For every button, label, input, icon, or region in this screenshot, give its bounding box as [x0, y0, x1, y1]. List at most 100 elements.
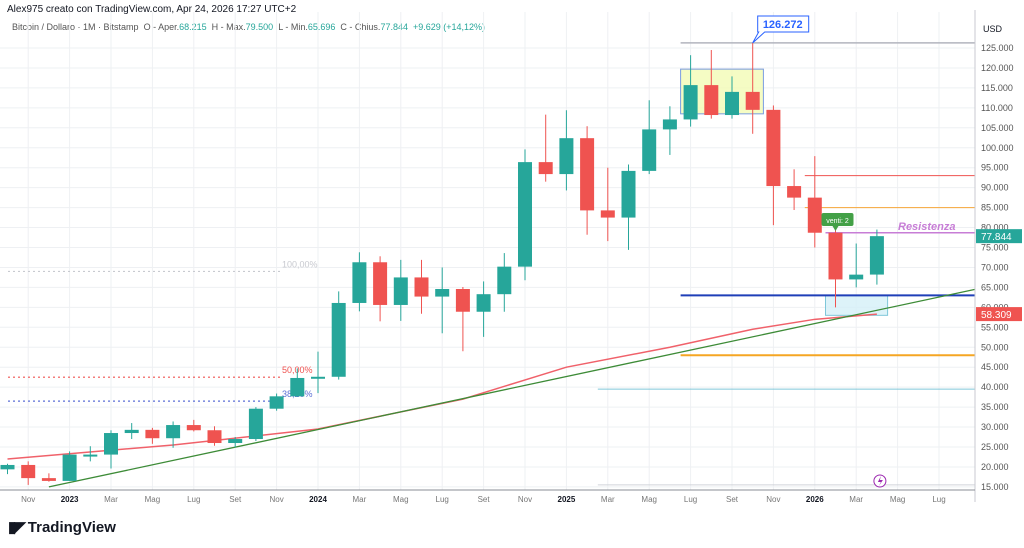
y-tick-label: 100.000 — [981, 143, 1014, 153]
x-tick-label: Mag — [890, 495, 906, 504]
candle-body — [559, 138, 574, 175]
fib-label: 100,00% — [282, 259, 318, 269]
x-tick-label: 2026 — [806, 495, 824, 504]
candle-body — [455, 288, 470, 312]
currency-label: USD — [983, 24, 1003, 34]
y-tick-label: 55.000 — [981, 322, 1009, 332]
box-support-zone — [825, 294, 889, 316]
resistance-label: Resistenza — [898, 221, 955, 233]
candle-body — [683, 85, 698, 120]
tradingview-logo-icon: ▮◤ — [8, 519, 26, 536]
y-tick-label: 105.000 — [981, 123, 1014, 133]
candle-body — [62, 454, 77, 481]
candle-body — [290, 377, 305, 397]
lightning-icon — [877, 476, 883, 486]
signal-badge — [821, 213, 854, 226]
x-tick-label: Set — [229, 495, 242, 504]
fibonacci-levels: 100,00%50,00%38,20% — [8, 259, 318, 402]
y-tick-label: 95.000 — [981, 163, 1009, 173]
horizontal-levels — [597, 42, 975, 486]
high-label: H - Max. — [211, 22, 246, 32]
candle-body — [104, 433, 118, 455]
candle-body — [186, 425, 201, 431]
x-tick-label: Lug — [932, 495, 945, 504]
candle-body — [497, 266, 512, 295]
ma-price-label: 58.309 — [981, 310, 1012, 321]
candle-body — [600, 210, 615, 218]
x-tick-label: Nov — [21, 495, 35, 504]
candle-body — [393, 277, 408, 305]
candle-body — [807, 197, 822, 233]
x-tick-label: Nov — [518, 495, 532, 504]
y-tick-label: 30.000 — [981, 422, 1009, 432]
ath-label: 126.272 — [763, 19, 803, 31]
y-tick-label: 35.000 — [981, 402, 1009, 412]
x-tick-label: Set — [478, 495, 491, 504]
x-tick-label: Lug — [187, 495, 200, 504]
candle-body — [869, 236, 884, 275]
candle-body — [538, 162, 553, 175]
annotations: 126.272 Resistenza venti: 2 77.844 58.309 — [752, 15, 1022, 488]
candle-body — [435, 288, 450, 297]
close-label: C - Chius. — [340, 22, 381, 32]
candles — [0, 42, 884, 485]
x-tick-label: Lug — [436, 495, 449, 504]
candle-body — [352, 262, 367, 303]
candle-body — [828, 232, 843, 280]
last-price-tag — [976, 229, 1022, 244]
ath-callout — [752, 15, 810, 44]
candle-body — [83, 454, 98, 457]
candle-body — [228, 439, 243, 444]
candle-body — [414, 277, 429, 297]
last-price-label: 77.844 — [981, 232, 1012, 243]
trendline — [48, 288, 976, 488]
candle-body — [849, 274, 864, 280]
grid — [0, 12, 975, 490]
y-tick-label: 70.000 — [981, 262, 1009, 272]
low-value: 65.696 — [307, 22, 336, 32]
high-value: 79.500 — [245, 22, 274, 32]
y-tick-label: 20.000 — [981, 462, 1009, 472]
close-value: 77.844 — [380, 22, 408, 32]
candle-body — [642, 129, 657, 171]
candle-body — [725, 91, 739, 116]
y-tick-label: 85.000 — [981, 203, 1009, 213]
x-tick-label: 2023 — [61, 495, 79, 504]
attribution: Alex975 creato con TradingView.com, Apr … — [7, 4, 297, 15]
signal-label: venti: 2 — [826, 218, 849, 225]
y-tick-label: 25.000 — [981, 442, 1009, 452]
change-value: +9.629 (+14,12%) — [412, 22, 486, 32]
candle-body — [766, 109, 781, 187]
candle-body — [248, 408, 263, 440]
x-tick-label: Mag — [393, 495, 409, 504]
rectangles — [680, 68, 889, 316]
ma-price-tag — [976, 307, 1022, 322]
y-tick-label: 90.000 — [981, 183, 1009, 193]
candle-body — [21, 464, 36, 479]
time-axis: Nov 2023 Mar Mag Lug Set Nov 2024 Mar Mag Lug Set No… — [0, 489, 975, 504]
y-tick-label: 45.000 — [981, 362, 1009, 372]
low-label: L - Min. — [278, 22, 308, 32]
candle-body — [145, 429, 160, 439]
x-tick-label: 2025 — [558, 495, 576, 504]
x-tick-label: Lug — [684, 495, 697, 504]
x-tick-label: Mar — [104, 495, 118, 504]
y-tick-label: 65.000 — [981, 282, 1009, 292]
price-axis: USD 15.000 20.000 25.000 30.000 35.000 40.000 4… — [974, 10, 1014, 502]
candle-body — [476, 294, 491, 312]
y-tick-label: 15.000 — [981, 482, 1009, 492]
candle-body — [518, 162, 532, 267]
x-tick-label: Mag — [641, 495, 657, 504]
y-tick-label: 75.000 — [981, 243, 1009, 253]
tradingview-logo[interactable]: ▮◤ TradingView — [8, 518, 116, 537]
candle-body — [331, 302, 346, 377]
x-tick-label: Mag — [145, 495, 161, 504]
candle-body — [704, 85, 719, 116]
symbol-label[interactable]: Bitcoin / Dollaro · 1M · Bitstamp — [12, 22, 139, 32]
candle-body — [745, 91, 760, 110]
y-tick-label: 115.000 — [981, 83, 1013, 93]
ohlc-legend: Bitcoin / Dollaro · 1M · Bitstamp O - Ap… — [12, 22, 485, 32]
candle-body — [580, 138, 595, 211]
candle-body — [787, 186, 802, 198]
